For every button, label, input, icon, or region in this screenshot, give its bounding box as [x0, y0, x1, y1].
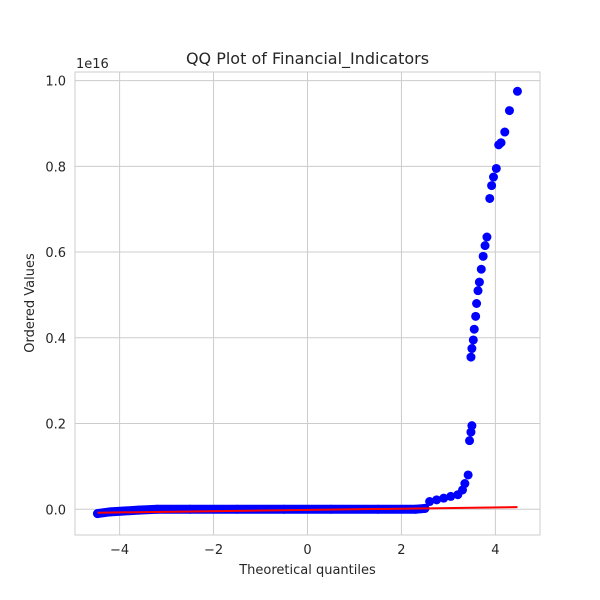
sample-point — [474, 277, 484, 287]
x-tick-label: 4 — [491, 543, 499, 558]
grid — [75, 72, 540, 535]
sample-point — [489, 172, 498, 182]
y-axis-label: Ordered Values — [23, 253, 38, 353]
sample-point — [119, 506, 129, 516]
sample-point — [472, 299, 482, 308]
sample-point — [485, 193, 495, 203]
chart-title: QQ Plot of Financial_Indicators — [186, 49, 429, 69]
y-tick-labels: 0.0 0.2 0.4 0.6 0.8 1.0 — [45, 75, 66, 519]
sample-point — [476, 264, 486, 274]
sample-point — [439, 493, 449, 503]
sample-point — [473, 286, 483, 296]
fit-line — [97, 506, 518, 514]
sample-point — [425, 497, 435, 507]
sample-point — [496, 138, 506, 148]
sample-point — [468, 335, 478, 345]
sample-point — [465, 436, 475, 446]
x-tick-label: −4 — [110, 543, 129, 558]
sample-point — [469, 324, 479, 334]
sample-point — [482, 232, 492, 242]
y-tick-label: 1.0 — [45, 75, 66, 90]
sample-point — [480, 241, 490, 251]
sample-point — [232, 504, 242, 514]
sample-point — [133, 505, 143, 515]
y-tick-label: 0.4 — [45, 332, 66, 347]
y-offset-label: 1e16 — [76, 57, 109, 72]
y-tick-label: 0.2 — [45, 418, 66, 433]
sample-point — [467, 421, 477, 431]
x-tick-labels: −4 −2 0 2 4 — [110, 543, 499, 558]
y-tick-label: 0.8 — [45, 160, 66, 175]
fit-line-group — [97, 506, 518, 514]
sample-point — [463, 470, 473, 480]
x-tick-label: 2 — [397, 543, 405, 558]
sample-point — [504, 106, 514, 116]
y-tick-label: 0.0 — [45, 503, 66, 518]
x-tick-label: −2 — [204, 543, 223, 558]
sample-point — [467, 344, 477, 354]
y-tick-label: 0.6 — [45, 246, 66, 261]
sample-point — [487, 181, 497, 191]
sample-point — [500, 127, 510, 137]
sample-point — [446, 491, 456, 501]
sample-point — [478, 251, 488, 261]
plot-area-frame — [74, 71, 541, 536]
x-axis-label: Theoretical quantiles — [238, 563, 376, 578]
x-tick-label: 0 — [303, 543, 311, 558]
sample-point — [491, 163, 501, 173]
sample-point — [460, 479, 470, 489]
sample-point — [432, 495, 442, 505]
sample-point — [471, 311, 481, 321]
sample-point — [93, 509, 103, 519]
sample-point — [466, 352, 476, 362]
sample-point — [512, 86, 522, 96]
